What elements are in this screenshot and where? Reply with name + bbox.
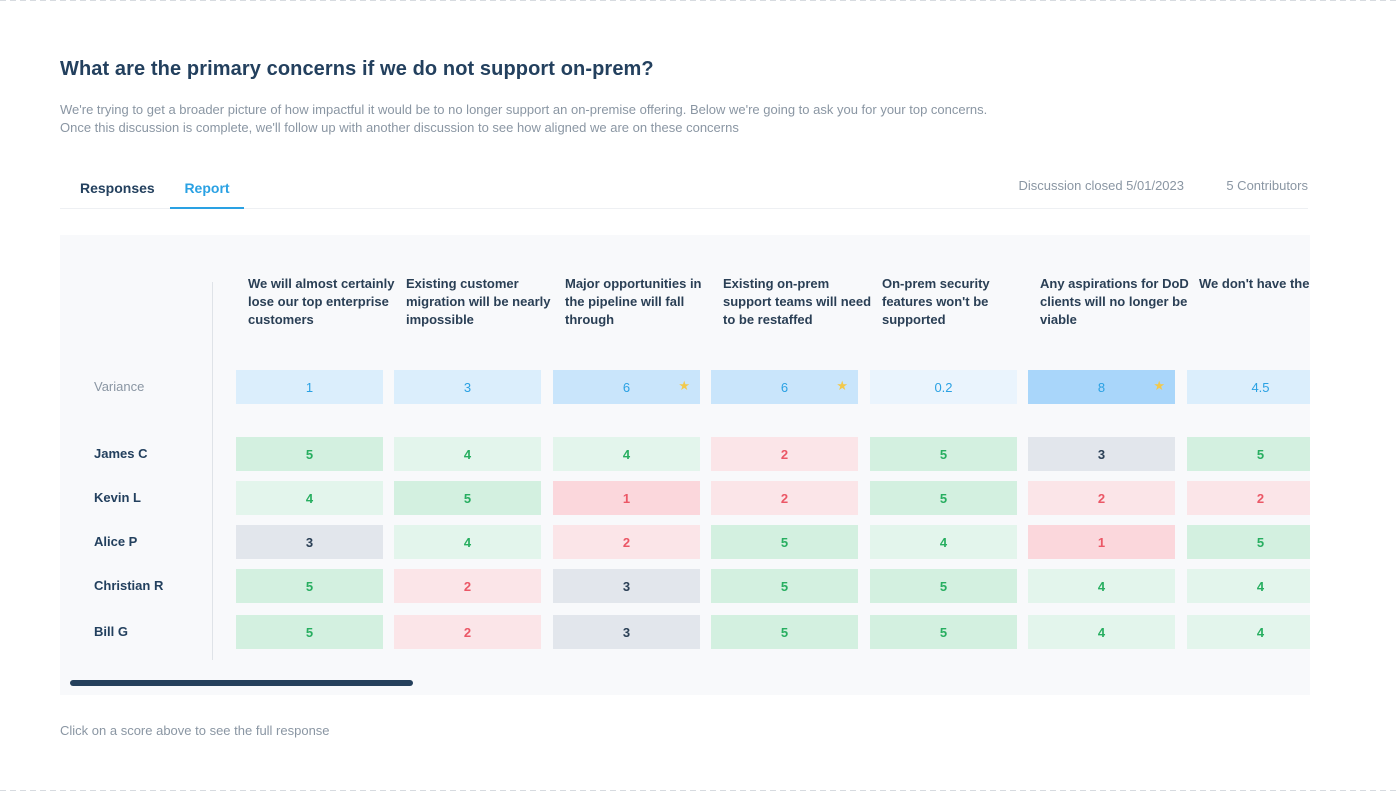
score-cell[interactable]: 4 xyxy=(394,525,541,559)
score-cell[interactable]: 4 xyxy=(1187,615,1310,649)
report-table: Variance We will almost certainly lose o… xyxy=(60,235,1310,695)
variance-value: 0.2 xyxy=(934,379,953,395)
column-header: We don't have the to invest resource mig… xyxy=(1199,276,1310,291)
column-header: Existing customer migration will be near… xyxy=(406,276,551,327)
page-description: We're trying to get a broader picture of… xyxy=(60,101,987,137)
score-cell[interactable]: 4 xyxy=(1028,569,1175,603)
star-icon: ★ xyxy=(678,378,690,393)
variance-value: 3 xyxy=(463,379,472,395)
description-line-1: We're trying to get a broader picture of… xyxy=(60,102,988,117)
variance-cell[interactable]: 8 ★ xyxy=(1028,370,1175,404)
score-cell[interactable]: 2 xyxy=(711,481,858,515)
variance-label: Variance xyxy=(94,379,145,394)
score-cell[interactable]: 5 xyxy=(1187,525,1310,559)
score-cell[interactable]: 3 xyxy=(553,615,700,649)
score-cell[interactable]: 1 xyxy=(1028,525,1175,559)
row-label-contributor: Christian R xyxy=(94,578,164,593)
star-icon: ★ xyxy=(1153,378,1165,393)
variance-value: 4.5 xyxy=(1251,379,1270,395)
row-label-contributor: Alice P xyxy=(94,534,138,549)
variance-cell[interactable]: 6 ★ xyxy=(553,370,700,404)
column-header: We will almost certainly lose our top en… xyxy=(248,276,395,327)
score-cell[interactable]: 5 xyxy=(870,615,1017,649)
score-cell[interactable]: 5 xyxy=(711,615,858,649)
score-cell[interactable]: 4 xyxy=(1028,615,1175,649)
score-cell[interactable]: 5 xyxy=(1187,437,1310,471)
score-cell[interactable]: 2 xyxy=(711,437,858,471)
variance-value: 6 xyxy=(780,379,789,395)
score-cell[interactable]: 2 xyxy=(1187,481,1310,515)
column-header: Major opportunities in the pipeline will… xyxy=(565,276,702,327)
score-cell[interactable]: 3 xyxy=(553,569,700,603)
bottom-divider xyxy=(0,790,1400,791)
score-cell[interactable]: 4 xyxy=(394,437,541,471)
tab-report[interactable]: Report xyxy=(170,168,244,209)
score-cell[interactable]: 2 xyxy=(394,569,541,603)
column-header: Existing on-prem support teams will need… xyxy=(723,276,872,327)
score-cell[interactable]: 4 xyxy=(553,437,700,471)
variance-cell[interactable]: 6 ★ xyxy=(711,370,858,404)
row-label-contributor: James C xyxy=(94,446,148,461)
variance-value: 8 xyxy=(1097,379,1106,395)
column-header: On-prem security features won't be suppo… xyxy=(882,276,990,327)
variance-value: 6 xyxy=(622,379,631,395)
score-cell[interactable]: 5 xyxy=(870,569,1017,603)
discussion-closed-date: Discussion closed 5/01/2023 xyxy=(1018,178,1185,193)
description-line-2: Once this discussion is complete, we'll … xyxy=(60,120,739,135)
variance-cell[interactable]: 0.2 xyxy=(870,370,1017,404)
score-cell[interactable]: 5 xyxy=(236,437,383,471)
score-cell[interactable]: 5 xyxy=(711,525,858,559)
star-icon: ★ xyxy=(836,378,848,393)
table-divider xyxy=(212,282,213,660)
top-divider xyxy=(0,0,1400,1)
score-cell[interactable]: 2 xyxy=(394,615,541,649)
variance-cell[interactable]: 4.5 xyxy=(1187,370,1310,404)
score-cell[interactable]: 5 xyxy=(394,481,541,515)
score-cell[interactable]: 5 xyxy=(870,481,1017,515)
score-cell[interactable]: 5 xyxy=(236,615,383,649)
score-cell[interactable]: 5 xyxy=(711,569,858,603)
score-cell[interactable]: 2 xyxy=(553,525,700,559)
score-cell[interactable]: 3 xyxy=(1028,437,1175,471)
footnote: Click on a score above to see the full r… xyxy=(60,723,330,738)
score-cell[interactable]: 4 xyxy=(870,525,1017,559)
contributors-count[interactable]: 5 Contributors xyxy=(1226,178,1308,193)
row-label-contributor: Kevin L xyxy=(94,490,141,505)
tab-responses[interactable]: Responses xyxy=(80,180,155,196)
score-cell[interactable]: 4 xyxy=(236,481,383,515)
score-cell[interactable]: 5 xyxy=(870,437,1017,471)
score-cell[interactable]: 1 xyxy=(553,481,700,515)
variance-cell[interactable]: 1 xyxy=(236,370,383,404)
page-title: What are the primary concerns if we do n… xyxy=(60,58,654,80)
score-cell[interactable]: 4 xyxy=(1187,569,1310,603)
view-tabs: Responses Report Discussion closed 5/01/… xyxy=(60,168,1308,209)
row-label-contributor: Bill G xyxy=(94,624,128,639)
variance-cell[interactable]: 3 xyxy=(394,370,541,404)
variance-value: 1 xyxy=(305,379,314,395)
score-cell[interactable]: 3 xyxy=(236,525,383,559)
score-cell[interactable]: 5 xyxy=(236,569,383,603)
column-header: Any aspirations for DoD clients will no … xyxy=(1040,276,1189,327)
horizontal-scrollbar[interactable] xyxy=(70,680,413,686)
score-cell[interactable]: 2 xyxy=(1028,481,1175,515)
